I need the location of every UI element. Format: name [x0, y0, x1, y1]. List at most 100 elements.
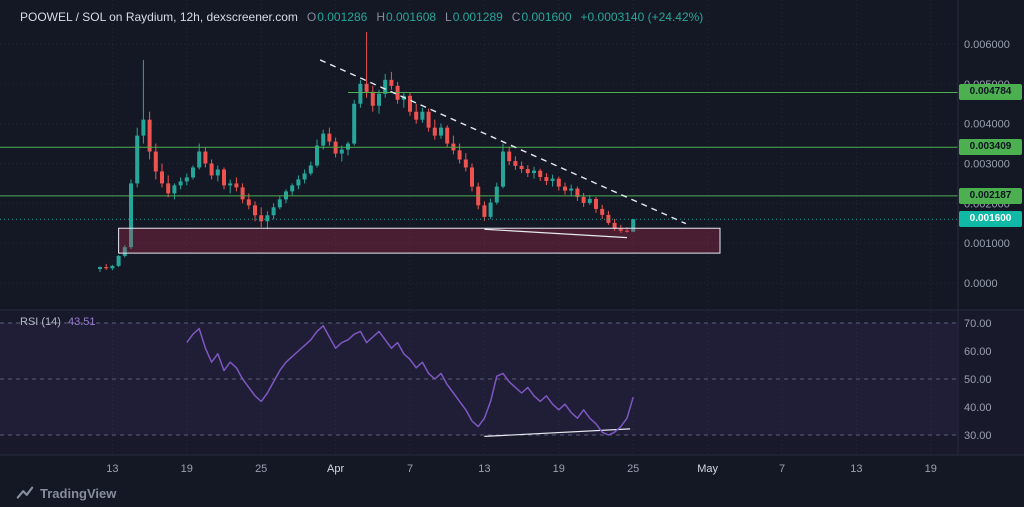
- candle-body: [296, 179, 301, 186]
- time-tick-label: 13: [106, 463, 118, 475]
- candle-body: [513, 161, 518, 166]
- candle-body: [631, 219, 636, 232]
- candle-body: [166, 183, 171, 194]
- price-line-label[interactable]: 0.004784: [959, 84, 1022, 101]
- candle-body: [122, 247, 127, 256]
- candle-body: [550, 178, 555, 182]
- candle-body: [265, 215, 270, 222]
- candle-body: [284, 191, 288, 200]
- close-label: C: [511, 10, 521, 24]
- candle-body: [209, 163, 214, 176]
- candle-body: [600, 208, 605, 215]
- candle-body: [240, 187, 245, 200]
- candle-body: [544, 177, 549, 182]
- candle-body: [618, 228, 623, 231]
- candle-body: [110, 265, 115, 269]
- candle-body: [346, 143, 350, 150]
- high-label: H: [376, 10, 385, 24]
- ohlc-open: O 0.001286: [307, 10, 367, 24]
- candle-body: [339, 149, 344, 154]
- support-zone-box[interactable]: [118, 227, 721, 254]
- close-value: 0.001600: [521, 10, 572, 24]
- candle-body: [569, 188, 574, 191]
- candle-body: [184, 177, 189, 182]
- candle-body: [488, 202, 493, 217]
- rsi-tick-label: 70.00: [964, 318, 992, 330]
- candle-body: [352, 103, 357, 144]
- candle-body: [494, 186, 499, 203]
- open-label: O: [306, 10, 317, 24]
- price-line-label[interactable]: 0.002187: [959, 187, 1022, 204]
- tradingview-icon: [16, 484, 34, 502]
- candle-body: [253, 205, 257, 216]
- candle-body: [302, 173, 307, 180]
- candle-body: [315, 145, 319, 166]
- candle-body: [364, 83, 369, 92]
- candle-body: [625, 230, 629, 232]
- time-tick-label: 7: [779, 463, 785, 475]
- rsi-indicator-label[interactable]: RSI (14): [20, 316, 61, 328]
- candle-body: [246, 199, 251, 206]
- candle-body: [234, 183, 239, 188]
- price-tick-label: 0.0000: [964, 278, 998, 290]
- price-tick-label: 0.003000: [964, 159, 1010, 171]
- candle-body: [308, 165, 313, 174]
- candle-body: [290, 185, 295, 192]
- candle-body: [327, 133, 332, 142]
- time-tick-label: 7: [407, 463, 413, 475]
- rsi-tick-label: 50.00: [964, 374, 992, 386]
- rsi-legend: RSI (14) 43.51: [20, 316, 96, 328]
- price-tick-label: 0.001000: [964, 238, 1010, 250]
- candle-body: [271, 207, 276, 216]
- candle-body: [228, 183, 233, 186]
- candle-body: [172, 185, 177, 194]
- candle-body: [116, 255, 121, 266]
- candle-body: [135, 135, 140, 184]
- rsi-line: [186, 325, 634, 436]
- tradingview-logo-text: TradingView: [40, 485, 117, 501]
- tradingview-logo[interactable]: TradingView: [16, 484, 116, 502]
- candle-body: [147, 119, 152, 152]
- candle-body: [519, 165, 524, 170]
- candle-body: [370, 91, 375, 106]
- candle-body: [457, 150, 462, 160]
- change-value: +0.0003140 (+24.42%): [580, 10, 704, 24]
- candle-body: [445, 127, 450, 144]
- candle-body: [587, 198, 592, 203]
- price-tick-label: 0.004000: [964, 119, 1010, 131]
- rsi-tick-label: 40.00: [964, 402, 992, 414]
- descending-trendline[interactable]: [319, 59, 687, 225]
- symbol-title[interactable]: POOWEL / SOL on Raydium, 12h, dexscreene…: [20, 10, 298, 24]
- rsi-tick-label: 60.00: [964, 346, 992, 358]
- current-price-label: 0.001600: [959, 211, 1022, 228]
- time-tick-label: Apr: [327, 463, 344, 475]
- time-tick-label: 25: [255, 463, 267, 475]
- rsi-lows-trendline[interactable]: [484, 428, 631, 437]
- time-tick-label: 13: [850, 463, 862, 475]
- candle-body: [463, 159, 468, 168]
- price-lows-trendline[interactable]: [484, 228, 628, 239]
- time-tick-label: May: [697, 463, 718, 475]
- price-line-label[interactable]: 0.003409: [959, 139, 1022, 156]
- rsi-tick-label: 30.00: [964, 430, 992, 442]
- ohlc-close: C 0.001600: [512, 10, 572, 24]
- rsi-band: [0, 323, 958, 435]
- rsi-value: 43.51: [67, 316, 96, 328]
- candle-body: [470, 167, 474, 187]
- ohlc-high: H 0.001608: [376, 10, 436, 24]
- candle-body: [203, 151, 208, 164]
- candle-body: [408, 95, 412, 112]
- rsi-pane-background: [0, 310, 1024, 455]
- candle-body: [432, 127, 437, 136]
- candle-body: [377, 93, 381, 106]
- open-value: 0.001286: [317, 10, 368, 24]
- time-tick-label: 19: [181, 463, 193, 475]
- candle-body: [501, 151, 505, 187]
- candle-body: [141, 119, 146, 136]
- ohlc-low: L 0.001289: [445, 10, 503, 24]
- high-value: 0.001608: [385, 10, 437, 24]
- candle-body: [532, 170, 536, 174]
- candle-body: [178, 181, 183, 186]
- chart-legend: POOWEL / SOL on Raydium, 12h, dexscreene…: [20, 10, 703, 24]
